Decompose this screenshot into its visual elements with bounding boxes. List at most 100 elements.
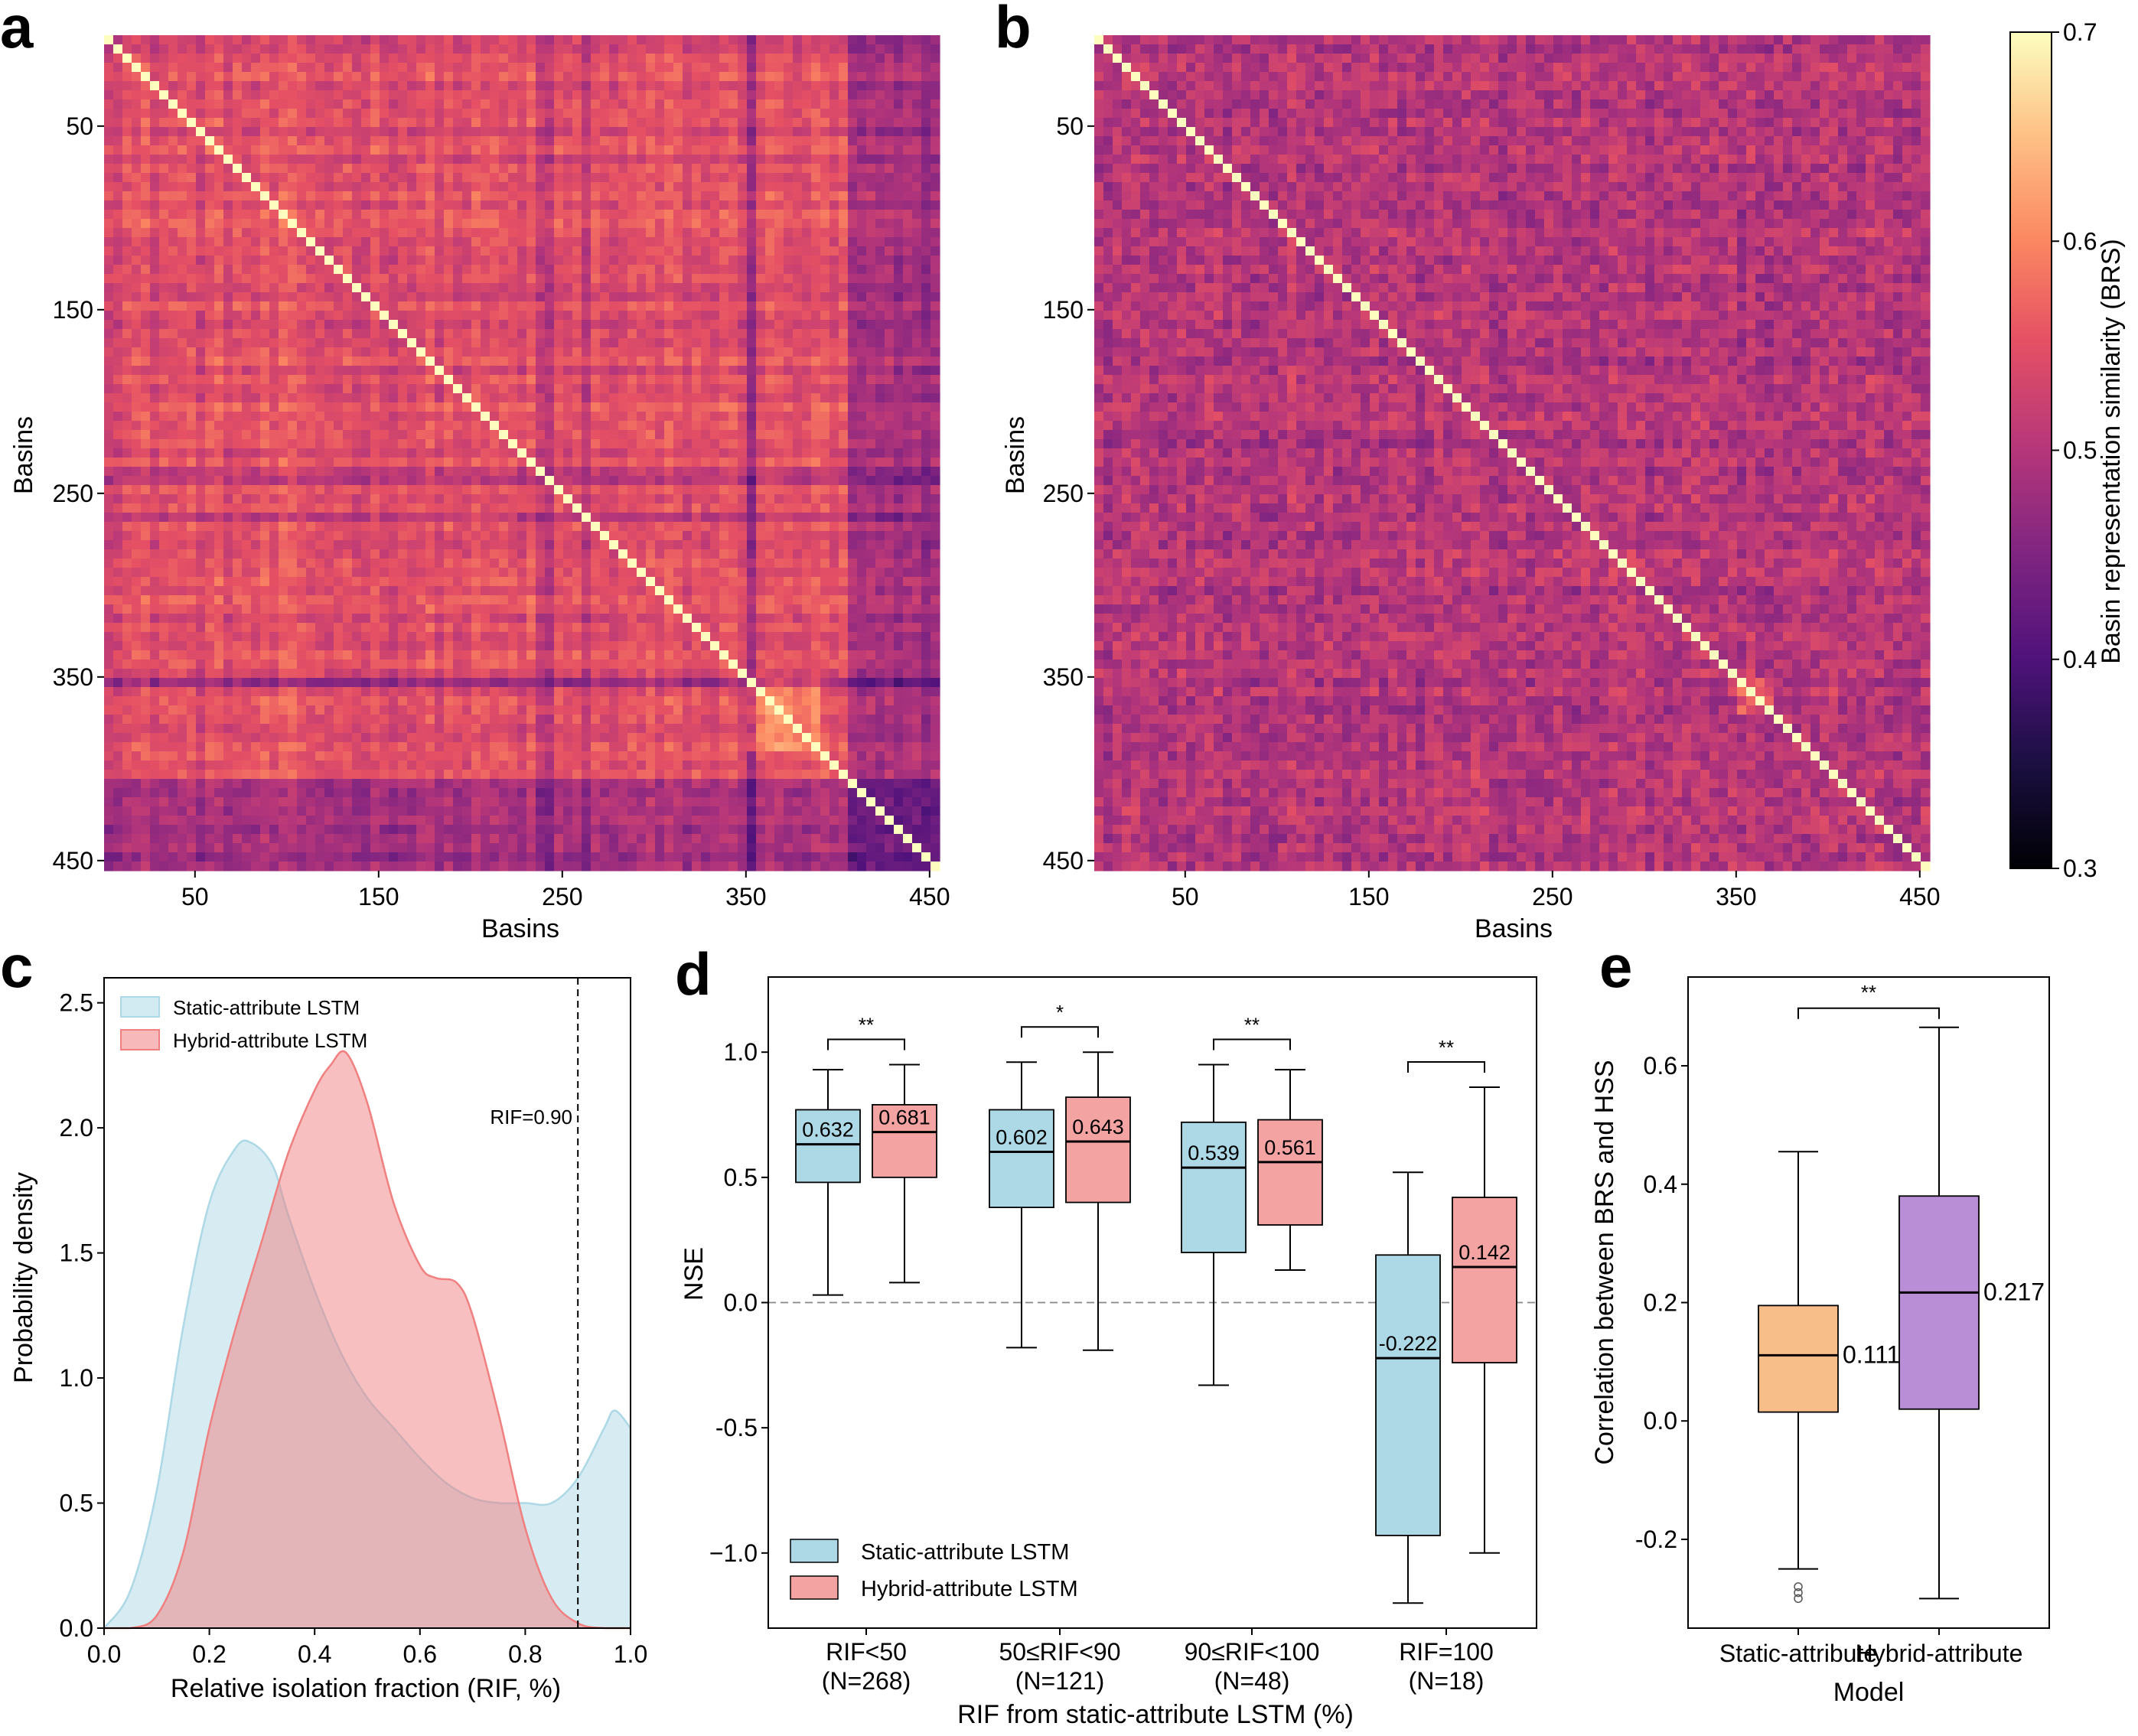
- heatmap-a-cell: [728, 90, 738, 100]
- heatmap-a-cell: [370, 246, 380, 256]
- heatmap-a-cell: [600, 375, 610, 385]
- heatmap-a-cell: [352, 421, 362, 431]
- heatmap-a-cell: [352, 81, 362, 91]
- heatmap-a-cell: [554, 145, 564, 155]
- heatmap-a-cell: [637, 155, 647, 164]
- heatmap-a-cell: [407, 136, 417, 146]
- heatmap-a-cell: [122, 329, 132, 339]
- heatmap-a-cell: [609, 182, 619, 192]
- heatmap-a-cell: [903, 155, 913, 164]
- heatmap-a-cell: [802, 320, 812, 330]
- heatmap-a-cell: [462, 265, 472, 275]
- heatmap-a-cell: [132, 494, 142, 504]
- heatmap-a-cell: [389, 173, 399, 183]
- heatmap-a-cell: [499, 476, 509, 486]
- heatmap-a-cell: [499, 265, 509, 275]
- heatmap-a-cell: [425, 366, 435, 376]
- heatmap-a-cell: [490, 44, 500, 54]
- heatmap-a-cell: [875, 513, 885, 523]
- heatmap-a-cell: [591, 54, 601, 64]
- heatmap-a-cell: [710, 191, 720, 201]
- heatmap-a-cell: [747, 366, 757, 376]
- heatmap-a-cell: [591, 274, 601, 284]
- heatmap-a-cell: [637, 274, 647, 284]
- heatmap-a-cell: [857, 329, 867, 339]
- heatmap-a-cell: [150, 320, 160, 330]
- heatmap-a-cell: [582, 109, 592, 119]
- heatmap-a-cell: [499, 155, 509, 164]
- heatmap-a-cell: [214, 109, 224, 119]
- heatmap-a-cell: [343, 164, 353, 174]
- heatmap-a-cell: [912, 421, 922, 431]
- heatmap-a-cell: [609, 210, 619, 220]
- heatmap-a-cell: [719, 476, 729, 486]
- heatmap-a-cell: [481, 200, 491, 210]
- heatmap-a-cell: [738, 72, 748, 82]
- heatmap-a-cell: [481, 458, 491, 467]
- heatmap-a-cell: [618, 200, 628, 210]
- heatmap-a-cell: [178, 375, 187, 385]
- heatmap-a-cell: [802, 35, 812, 45]
- heatmap-a-cell: [664, 118, 674, 128]
- heatmap-a-cell: [122, 494, 132, 504]
- heatmap-a-cell: [618, 228, 628, 238]
- heatmap-a-cell: [774, 357, 784, 366]
- heatmap-a-cell: [572, 283, 582, 293]
- heatmap-a-cell: [361, 531, 371, 541]
- heatmap-a-cell: [269, 35, 279, 45]
- heatmap-a-cell: [930, 182, 940, 192]
- heatmap-a-cell: [738, 256, 748, 265]
- heatmap-a-cell: [802, 210, 812, 220]
- heatmap-a-cell: [848, 164, 858, 174]
- heatmap-a-cell: [324, 513, 334, 523]
- heatmap-a-cell: [462, 44, 472, 54]
- heatmap-a-cell: [223, 200, 233, 210]
- heatmap-a-cell: [912, 292, 922, 302]
- heatmap-a-cell: [738, 357, 748, 366]
- heatmap-a-cell: [398, 329, 408, 339]
- heatmap-a-cell: [233, 72, 243, 82]
- heatmap-a-cell: [398, 173, 408, 183]
- heatmap-a-cell: [545, 485, 555, 495]
- heatmap-a-cell: [315, 54, 325, 64]
- heatmap-a-cell: [701, 476, 711, 486]
- heatmap-a-cell: [471, 173, 481, 183]
- heatmap-a-cell: [885, 292, 895, 302]
- heatmap-a-cell: [150, 219, 160, 229]
- heatmap-a-cell: [251, 237, 261, 247]
- heatmap-a-cell: [444, 476, 454, 486]
- heatmap-a-cell: [563, 366, 573, 376]
- heatmap-a-cell: [178, 200, 187, 210]
- heatmap-a-cell: [499, 118, 509, 128]
- heatmap-a-cell: [297, 228, 307, 238]
- heatmap-a-cell: [885, 127, 895, 137]
- heatmap-a-cell: [196, 347, 206, 357]
- heatmap-a-cell: [104, 329, 114, 339]
- heatmap-a-cell: [132, 531, 142, 541]
- heatmap-a-cell: [701, 237, 711, 247]
- heatmap-a-cell: [380, 44, 389, 54]
- heatmap-a-cell: [526, 357, 536, 366]
- heatmap-a-cell: [912, 476, 922, 486]
- heatmap-a-cell: [609, 430, 619, 440]
- heatmap-a-cell: [637, 145, 647, 155]
- heatmap-a-cell: [352, 531, 362, 541]
- heatmap-a-cell: [132, 274, 142, 284]
- heatmap-a-cell: [627, 145, 637, 155]
- heatmap-a-cell: [187, 246, 197, 256]
- heatmap-a-cell: [673, 72, 683, 82]
- heatmap-a-cell: [646, 274, 656, 284]
- heatmap-a-cell: [343, 430, 353, 440]
- heatmap-a-cell: [673, 283, 683, 293]
- heatmap-a-cell: [811, 513, 821, 523]
- heatmap-a-cell: [132, 393, 142, 403]
- heatmap-a-cell: [829, 384, 839, 394]
- heatmap-a-cell: [563, 109, 573, 119]
- heatmap-a-cell: [591, 256, 601, 265]
- heatmap-a-cell: [738, 35, 748, 45]
- heatmap-a-cell: [196, 320, 206, 330]
- heatmap-a-cell: [875, 63, 885, 73]
- heatmap-a-cell: [462, 173, 472, 183]
- heatmap-a-cell: [903, 109, 913, 119]
- heatmap-a-cell: [435, 63, 445, 73]
